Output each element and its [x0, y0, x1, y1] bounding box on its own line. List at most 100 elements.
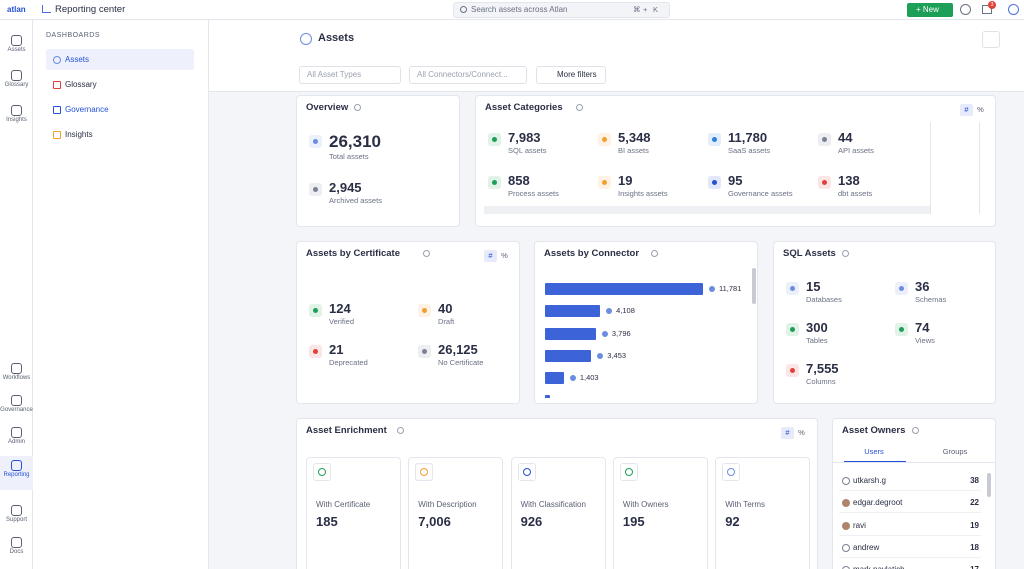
filter-label: All Asset Types: [307, 70, 362, 79]
enrichment-tile: With Terms 92: [715, 457, 811, 569]
nav-icon: [11, 505, 22, 516]
toggle[interactable]: %: [977, 105, 984, 114]
gift-icon[interactable]: [982, 5, 992, 14]
sidebar-item[interactable]: Assets: [65, 55, 90, 64]
nav-label[interactable]: Docs: [9, 549, 24, 555]
help-icon[interactable]: [960, 4, 971, 15]
stat-value: 26,125: [438, 342, 478, 357]
stat-value: 40: [438, 301, 453, 316]
search-box[interactable]: Search assets across Atlan ⌘ + K: [453, 2, 670, 18]
sidebar-item[interactable]: Glossary: [65, 80, 97, 89]
search-placeholder: Search assets across Atlan: [471, 5, 568, 14]
connector-icon: [709, 286, 715, 292]
nav-icon: [11, 537, 22, 548]
stat-value: 858: [508, 173, 530, 188]
nav-icon: [11, 70, 22, 81]
row-divider: [839, 512, 981, 514]
nav-label[interactable]: Admin: [7, 439, 25, 445]
new-button[interactable]: + New: [907, 3, 953, 17]
stat-value: 11,780: [728, 130, 768, 145]
nav-label[interactable]: Governance: [0, 407, 33, 413]
enrichment-card: Asset Enrichment #% With Certificate 185 Wit…: [296, 418, 818, 569]
connector-icon: [606, 308, 613, 315]
left-nav: [0, 20, 33, 569]
scrollbar: [987, 473, 991, 497]
tile-icon-dot: [624, 468, 633, 476]
toggle[interactable]: %: [798, 428, 805, 437]
stat-value: 2,945: [329, 180, 362, 195]
brand: atlan: [7, 5, 26, 14]
nav-icon: [11, 105, 22, 116]
toggle[interactable]: #: [960, 104, 973, 116]
filter[interactable]: More filters: [536, 66, 606, 84]
toggle[interactable]: #: [781, 427, 794, 439]
enrichment-tile: With Description 7,006: [408, 457, 504, 569]
nav-label[interactable]: Glossary: [4, 82, 29, 88]
stat-value: 36: [915, 279, 930, 294]
nav-label[interactable]: Assets: [7, 47, 26, 53]
owner-name: edgar.degroot: [853, 498, 903, 508]
stat-label: SQL assets: [508, 146, 547, 155]
shortcut-key: ⌘: [633, 5, 641, 14]
tile-icon: [722, 463, 741, 481]
connector-icon: [569, 375, 576, 382]
scroll-area: [484, 206, 930, 214]
bar: [545, 394, 551, 398]
nav-label[interactable]: Reporting: [3, 472, 30, 478]
tab-divider: [833, 462, 995, 463]
enrichment-tile: With Owners 195: [612, 457, 708, 569]
filter[interactable]: All Connectors/Connect...: [409, 66, 527, 84]
nav-label[interactable]: Insights: [6, 117, 27, 123]
certificate-card: Assets by Certificate #% 124 Verified 40 Draf…: [296, 241, 520, 404]
card-title: Overview: [306, 102, 349, 113]
overview-card: Overview 26,310 Total assets 2,945 Archived …: [296, 95, 460, 227]
owner-count: 19: [970, 520, 979, 530]
stat-label: Databases: [806, 295, 842, 304]
card-title: Asset Owners: [842, 425, 906, 436]
toggle[interactable]: %: [501, 251, 508, 260]
app-title: Reporting center: [55, 4, 126, 15]
shortcut-key: K: [653, 5, 659, 14]
tile-value: 7,006: [418, 514, 451, 529]
stat-icon-dot: [712, 180, 717, 185]
stat-value: 138: [838, 173, 860, 188]
owner-count: 22: [970, 498, 979, 508]
toggle[interactable]: #: [484, 250, 497, 262]
enrichment-tile: With Certificate 185: [306, 457, 401, 569]
nav-label[interactable]: Support: [5, 517, 27, 523]
info-icon: [396, 427, 404, 434]
tab[interactable]: Users: [864, 447, 884, 456]
nav-label[interactable]: Workflows: [2, 375, 31, 381]
stat-icon-dot: [492, 137, 497, 142]
stat-icon-dot: [790, 286, 795, 291]
stat-value: 7,555: [806, 361, 839, 376]
stat-value: 15: [806, 279, 821, 294]
tile-label: With Classification: [520, 500, 586, 509]
sidebar-item[interactable]: Insights: [65, 130, 93, 139]
nav-icon: [11, 427, 22, 438]
info-icon: [423, 250, 431, 257]
tile-icon: [517, 463, 536, 481]
filter[interactable]: All Asset Types: [299, 66, 401, 84]
stat-value: 95: [728, 173, 743, 188]
stat-value: 26,310: [329, 132, 381, 151]
sidebar-icon: [53, 106, 61, 114]
refresh-button[interactable]: [982, 31, 1000, 48]
owner-name: mark.pavlatich: [853, 565, 905, 569]
card-title: Assets by Connector: [544, 248, 640, 259]
info-icon: [911, 427, 919, 434]
sidebar-item[interactable]: Governance: [65, 105, 109, 114]
tile-value: 195: [622, 514, 645, 529]
tab-underline: [844, 461, 906, 463]
stat-label: BI assets: [618, 146, 649, 155]
sidebar-icon: [53, 56, 61, 64]
bar: [545, 283, 703, 295]
bar-label: 405: [566, 396, 579, 399]
sidebar-active-bg: [46, 49, 194, 70]
stat-icon-dot: [899, 286, 904, 291]
tab[interactable]: Groups: [942, 447, 968, 456]
stat-icon-dot: [899, 327, 904, 332]
stat-label: Process assets: [508, 189, 559, 198]
avatar[interactable]: [1008, 4, 1019, 15]
sidebar-icon: [53, 81, 61, 89]
